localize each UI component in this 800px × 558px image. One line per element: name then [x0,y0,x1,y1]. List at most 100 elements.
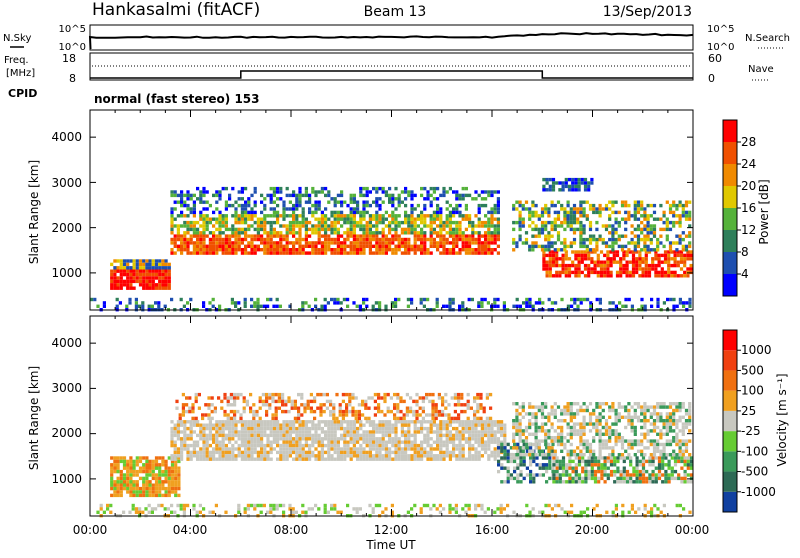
velocity-echo [177,477,180,480]
power-echo [579,221,582,224]
velocity-echo [677,473,680,476]
velocity-echo [123,477,126,480]
velocity-echo [510,460,513,463]
power-echo [244,187,247,190]
power-echo [410,228,413,231]
velocity-echo [177,451,180,454]
power-echo [685,214,688,217]
power-echo [465,214,468,217]
power-echo [433,241,436,244]
power-echo [391,228,394,231]
power-echo [560,207,563,210]
power-echo [433,190,436,193]
velocity-echo [250,420,253,423]
power-echo [385,241,388,244]
velocity-echo [478,437,481,440]
velocity-echo [340,434,343,437]
velocity-echo [177,484,180,487]
velocity-echo [608,433,611,436]
velocity-echo [576,412,579,415]
velocity-echo [174,484,177,487]
power-echo [426,194,429,197]
velocity-echo [538,450,541,453]
power-echo [212,231,215,234]
velocity-echo [423,441,426,444]
power-echo [318,241,321,244]
velocity-echo [295,427,298,430]
velocity-echo [385,430,388,433]
power-echo [308,194,311,197]
velocity-echo [252,413,255,416]
power-echo [394,187,397,190]
power-echo [225,241,228,244]
velocity-echo [541,409,544,412]
power-echo [558,181,561,184]
velocity-echo [479,417,482,420]
power-echo [234,231,237,234]
velocity-echo [648,463,651,466]
power-echo [180,204,183,207]
power-echo [449,241,452,244]
velocity-echo [292,420,295,423]
velocity-echo [334,434,337,437]
velocity-echo [206,447,209,450]
velocity-echo [361,400,364,403]
power-echo [654,264,657,267]
power-echo [562,267,565,270]
power-echo [260,221,263,224]
power-echo [503,305,506,308]
power-echo [222,218,225,221]
velocity-echo [298,441,301,444]
velocity-echo [515,453,518,456]
velocity-echo [687,473,690,476]
velocity-echo [286,437,289,440]
velocity-echo [183,427,186,430]
velocity-echo [275,410,278,413]
velocity-echo [318,444,321,447]
power-echo [193,234,196,237]
power-echo [565,178,568,181]
velocity-echo [446,430,449,433]
velocity-echo [155,467,158,470]
velocity-echo [468,424,471,427]
power-echo [597,261,600,264]
velocity-echo [206,454,209,457]
power-echo [512,305,515,308]
power-echo [126,273,129,276]
velocity-echo [455,437,458,440]
power-echo [324,241,327,244]
velocity-echo [658,477,661,480]
power-echo [685,235,688,238]
power-echo [565,271,568,274]
colorbar-segment [723,120,737,142]
velocity-echo [145,460,148,463]
power-echo [340,251,343,254]
power-echo [590,257,593,260]
velocity-echo [583,446,586,449]
power-echo [289,228,292,231]
power-echo [170,218,173,221]
velocity-echo [439,430,442,433]
power-echo [234,207,237,210]
velocity-echo [428,400,431,403]
velocity-echo [478,441,481,444]
power-echo [158,283,161,286]
power-echo [685,201,688,204]
power-echo [573,207,576,210]
power-echo [497,245,500,248]
power-echo [237,301,240,304]
velocity-echo [289,451,292,454]
velocity-echo [583,416,586,419]
velocity-echo [503,430,506,433]
power-echo [321,251,324,254]
velocity-echo [471,454,474,457]
power-echo [474,190,477,193]
power-echo [142,259,145,262]
velocity-echo [531,453,534,456]
velocity-echo [458,430,461,433]
power-echo [398,241,401,244]
velocity-echo [212,437,215,440]
velocity-echo [113,490,116,493]
power-echo [565,264,568,267]
power-echo [356,234,359,237]
